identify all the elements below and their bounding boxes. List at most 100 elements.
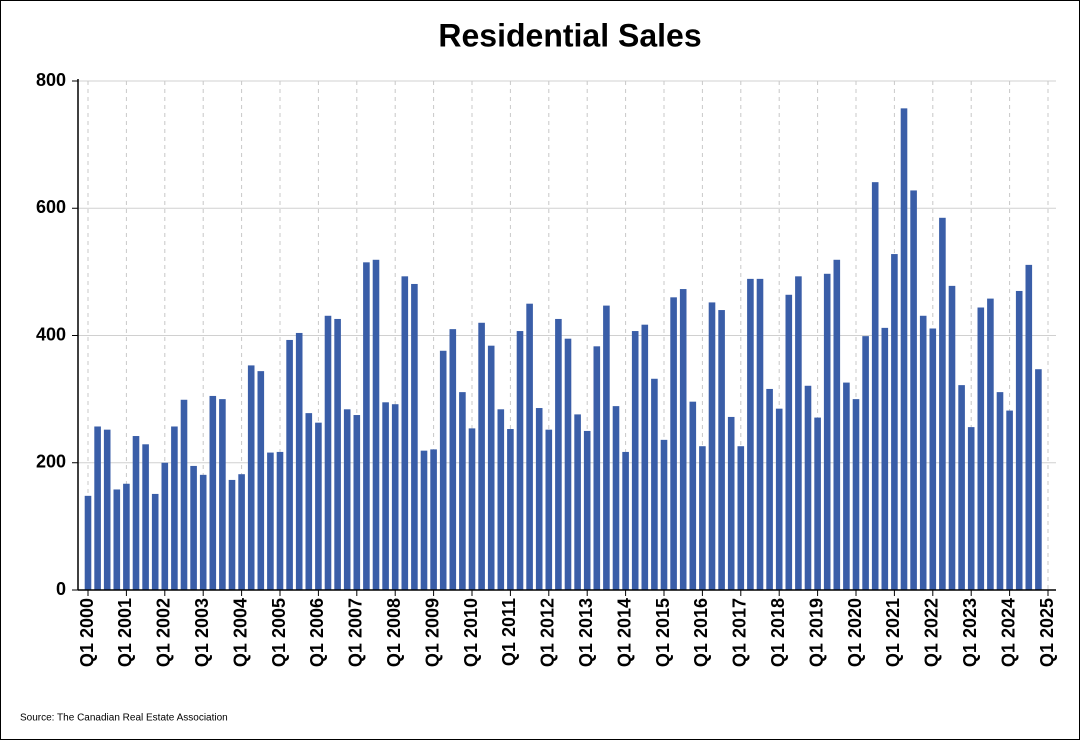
x-tick-label: Q1 2010 [461,598,481,667]
y-tick-label: 400 [36,324,66,344]
bar [247,365,255,590]
bar [987,298,994,590]
bar [199,474,207,590]
x-tick-label: Q1 2024 [998,598,1018,667]
bar [785,294,793,590]
bar [660,439,668,590]
y-tick-label: 200 [36,452,66,472]
bar [84,495,92,590]
bar [804,385,812,590]
bar [1025,264,1033,590]
bar [977,307,985,590]
bar [795,276,802,590]
bar [679,289,687,590]
bar [814,417,821,590]
bar [958,385,965,590]
bar [603,305,610,590]
x-tick-label: Q1 2018 [768,598,788,667]
bar [871,182,879,590]
y-tick-label: 0 [56,579,66,599]
bar [564,338,572,590]
x-tick-label: Q1 2000 [77,598,97,667]
bar [574,414,581,590]
bar [113,489,121,590]
bar [737,446,745,590]
bar [382,402,389,590]
bar [353,415,361,590]
bar [593,346,601,590]
bar [708,302,716,590]
y-tick-label: 800 [36,70,66,90]
bar [343,409,351,590]
bar [651,378,658,590]
bar [219,399,226,590]
x-tick-label: Q1 2011 [499,598,519,666]
bar [430,449,437,590]
x-tick-label: Q1 2005 [269,598,289,667]
bar [161,462,169,590]
x-tick-label: Q1 2015 [653,598,673,667]
bar [756,278,764,590]
bar [631,331,639,590]
bar [948,285,956,590]
bar [449,329,457,590]
bar [1035,369,1042,590]
y-tick-label: 600 [36,197,66,217]
bar [622,451,629,590]
bar [555,318,562,590]
x-tick-label: Q1 2004 [230,598,250,667]
bar [295,332,303,590]
bar [699,446,706,590]
bar [267,452,274,590]
bar [545,429,553,590]
x-tick-label: Q1 2019 [806,598,826,667]
bar [411,283,418,590]
bar [852,399,860,590]
bar [775,408,783,590]
x-tick-label: Q1 2023 [960,598,980,667]
chart-title: Residential Sales [438,17,701,53]
x-tick-label: Q1 2008 [384,598,404,667]
bar [151,493,159,590]
bar [1015,290,1023,590]
bar [468,428,476,590]
bar [641,324,649,590]
bar [401,276,409,590]
bar [727,416,735,590]
bar [209,395,217,590]
x-tick-label: Q1 2012 [538,598,558,667]
x-tick-label: Q1 2009 [422,598,442,667]
bar [315,422,322,590]
bar [967,427,975,590]
x-tick-label: Q1 2017 [730,598,750,667]
bar [497,409,505,590]
bar [257,371,265,590]
x-tick-label: Q1 2022 [922,598,942,667]
bar [535,408,543,590]
bar [276,451,284,590]
x-tick-label: Q1 2020 [845,598,865,667]
bar [689,401,697,590]
bar [929,328,937,590]
bar [459,392,466,590]
bar [171,426,178,590]
x-tick-label: Q1 2002 [154,598,174,667]
bar [372,259,380,590]
bar [881,327,889,590]
bar [996,392,1004,590]
bar [420,450,428,590]
bar [180,399,188,590]
bar [612,406,620,590]
bar [862,336,869,590]
bar [238,474,245,590]
x-tick-label: Q1 2016 [691,598,711,667]
bar [823,273,831,590]
x-tick-label: Q1 2003 [192,598,212,667]
x-tick-label: Q1 2025 [1037,598,1057,667]
bar [478,322,485,590]
bar [670,297,677,590]
bar [132,436,140,590]
bar [718,310,725,590]
